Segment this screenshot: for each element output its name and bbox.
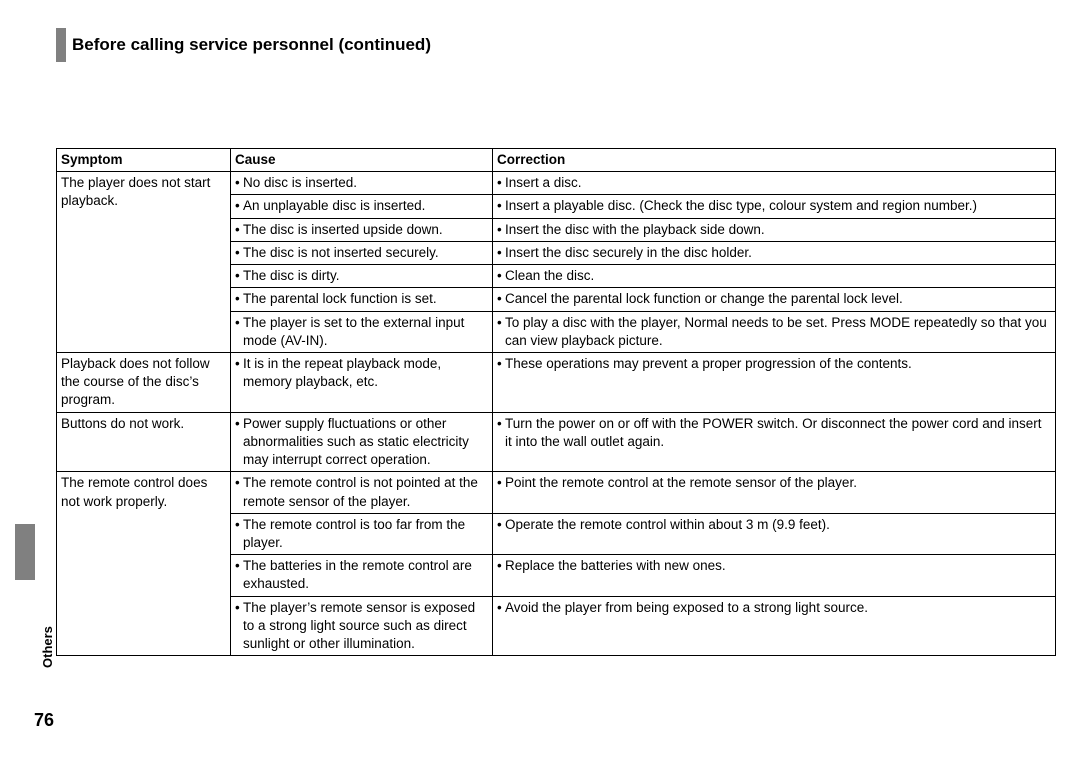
correction-cell: •Insert a playable disc. (Check the disc…: [493, 195, 1056, 218]
page-title: Before calling service personnel (contin…: [72, 35, 431, 55]
correction-cell: •Replace the batteries with new ones.: [493, 555, 1056, 596]
troubleshooting-table: Symptom Cause Correction The player does…: [56, 148, 1056, 656]
table-header-row: Symptom Cause Correction: [57, 149, 1056, 172]
cause-cell: •The remote control is too far from the …: [231, 513, 493, 554]
cause-cell: •No disc is inserted.: [231, 172, 493, 195]
cause-cell: •Power supply fluctuations or other abno…: [231, 412, 493, 472]
header-correction: Correction: [493, 149, 1056, 172]
correction-cell: •To play a disc with the player, Normal …: [493, 311, 1056, 352]
table-row: Buttons do not work.•Power supply fluctu…: [57, 412, 1056, 472]
correction-cell: •Turn the power on or off with the POWER…: [493, 412, 1056, 472]
symptom-cell: The player does not start playback.: [57, 172, 231, 353]
page-number: 76: [34, 710, 54, 731]
header-cause: Cause: [231, 149, 493, 172]
cause-cell: •The disc is not inserted securely.: [231, 241, 493, 264]
troubleshooting-table-wrap: Symptom Cause Correction The player does…: [56, 148, 1056, 656]
table-row: Playback does not follow the course of t…: [57, 352, 1056, 412]
correction-cell: •Cancel the parental lock function or ch…: [493, 288, 1056, 311]
correction-cell: •Operate the remote control within about…: [493, 513, 1056, 554]
side-tab: [15, 524, 35, 580]
correction-cell: •Insert the disc securely in the disc ho…: [493, 241, 1056, 264]
correction-cell: •These operations may prevent a proper p…: [493, 352, 1056, 412]
cause-cell: •The disc is dirty.: [231, 265, 493, 288]
table-row: The player does not start playback.•No d…: [57, 172, 1056, 195]
title-accent: [56, 28, 66, 62]
correction-cell: •Clean the disc.: [493, 265, 1056, 288]
symptom-cell: The remote control does not work properl…: [57, 472, 231, 656]
cause-cell: •An unplayable disc is inserted.: [231, 195, 493, 218]
correction-cell: •Point the remote control at the remote …: [493, 472, 1056, 513]
cause-cell: •The parental lock function is set.: [231, 288, 493, 311]
cause-cell: •The player is set to the external input…: [231, 311, 493, 352]
table-body: The player does not start playback.•No d…: [57, 172, 1056, 656]
side-label: Others: [40, 626, 55, 668]
cause-cell: •The batteries in the remote control are…: [231, 555, 493, 596]
correction-cell: •Insert a disc.: [493, 172, 1056, 195]
header-symptom: Symptom: [57, 149, 231, 172]
correction-cell: •Avoid the player from being exposed to …: [493, 596, 1056, 656]
cause-cell: •The disc is inserted upside down.: [231, 218, 493, 241]
page-title-bar: Before calling service personnel (contin…: [56, 28, 431, 62]
cause-cell: •The remote control is not pointed at th…: [231, 472, 493, 513]
symptom-cell: Buttons do not work.: [57, 412, 231, 472]
correction-cell: •Insert the disc with the playback side …: [493, 218, 1056, 241]
table-row: The remote control does not work properl…: [57, 472, 1056, 513]
cause-cell: •It is in the repeat playback mode, memo…: [231, 352, 493, 412]
cause-cell: •The player’s remote sensor is exposed t…: [231, 596, 493, 656]
symptom-cell: Playback does not follow the course of t…: [57, 352, 231, 412]
